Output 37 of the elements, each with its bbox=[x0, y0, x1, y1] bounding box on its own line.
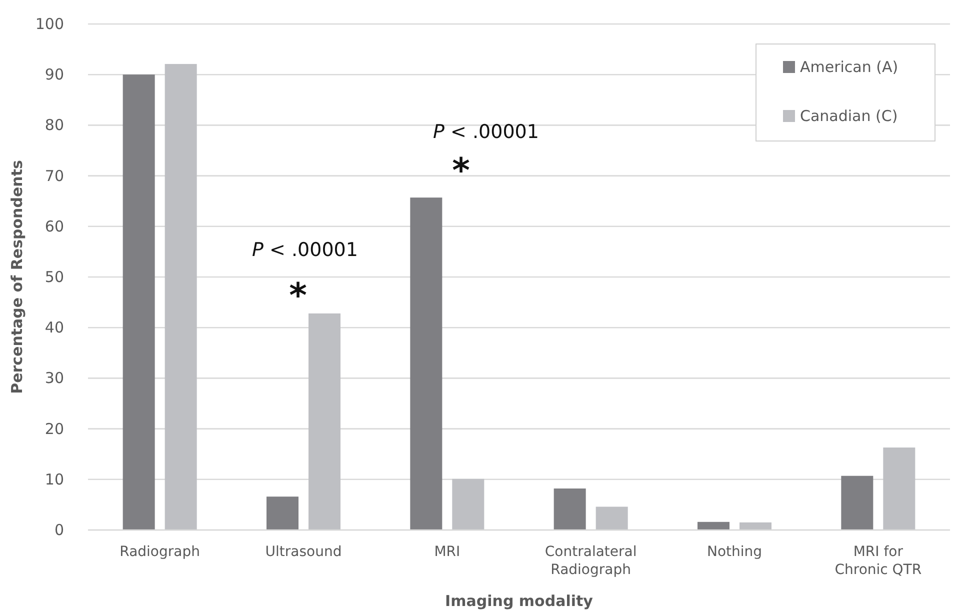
x-tick-label: Nothing bbox=[706, 544, 762, 560]
annotation: P < .00001 bbox=[433, 121, 539, 143]
bar bbox=[698, 522, 730, 530]
x-tick-label: Ultrasound bbox=[265, 544, 342, 560]
bar bbox=[883, 448, 916, 530]
y-tick-label: 30 bbox=[44, 369, 64, 388]
bar bbox=[410, 198, 442, 530]
legend-label: Canadian (C) bbox=[800, 107, 898, 125]
x-tick-label: MRI for Chronic QTR bbox=[834, 544, 922, 578]
bar bbox=[122, 74, 155, 530]
x-tick-label: MRI bbox=[434, 544, 460, 560]
bar bbox=[266, 496, 298, 530]
x-tick-label: Contralateral Radiograph bbox=[544, 544, 637, 578]
y-tick-label: 40 bbox=[44, 318, 64, 337]
x-axis-title: Imaging modality bbox=[445, 592, 594, 610]
annotation: * bbox=[289, 276, 308, 316]
y-tick-label: 80 bbox=[44, 116, 64, 134]
bar bbox=[308, 313, 340, 530]
bar bbox=[740, 522, 772, 530]
legend-label: American (A) bbox=[800, 58, 898, 76]
bar bbox=[554, 488, 586, 530]
y-axis-title: Percentage of Respondents bbox=[8, 160, 26, 394]
bar bbox=[596, 506, 628, 530]
annotation: P < .00001 bbox=[252, 239, 358, 261]
y-tick-label: 100 bbox=[35, 15, 64, 33]
x-tick-label: Radiograph bbox=[120, 544, 200, 560]
y-tick-label: 10 bbox=[44, 470, 64, 488]
annotation: * bbox=[452, 151, 470, 191]
y-tick-label: 20 bbox=[44, 420, 64, 438]
bar bbox=[841, 476, 874, 530]
bar bbox=[164, 64, 197, 530]
y-tick-label: 90 bbox=[44, 66, 64, 84]
y-tick-label: 0 bbox=[54, 521, 64, 539]
bar bbox=[452, 478, 484, 530]
y-tick-label: 50 bbox=[44, 268, 64, 286]
y-tick-label: 70 bbox=[44, 166, 64, 185]
y-tick-label: 60 bbox=[44, 217, 64, 236]
